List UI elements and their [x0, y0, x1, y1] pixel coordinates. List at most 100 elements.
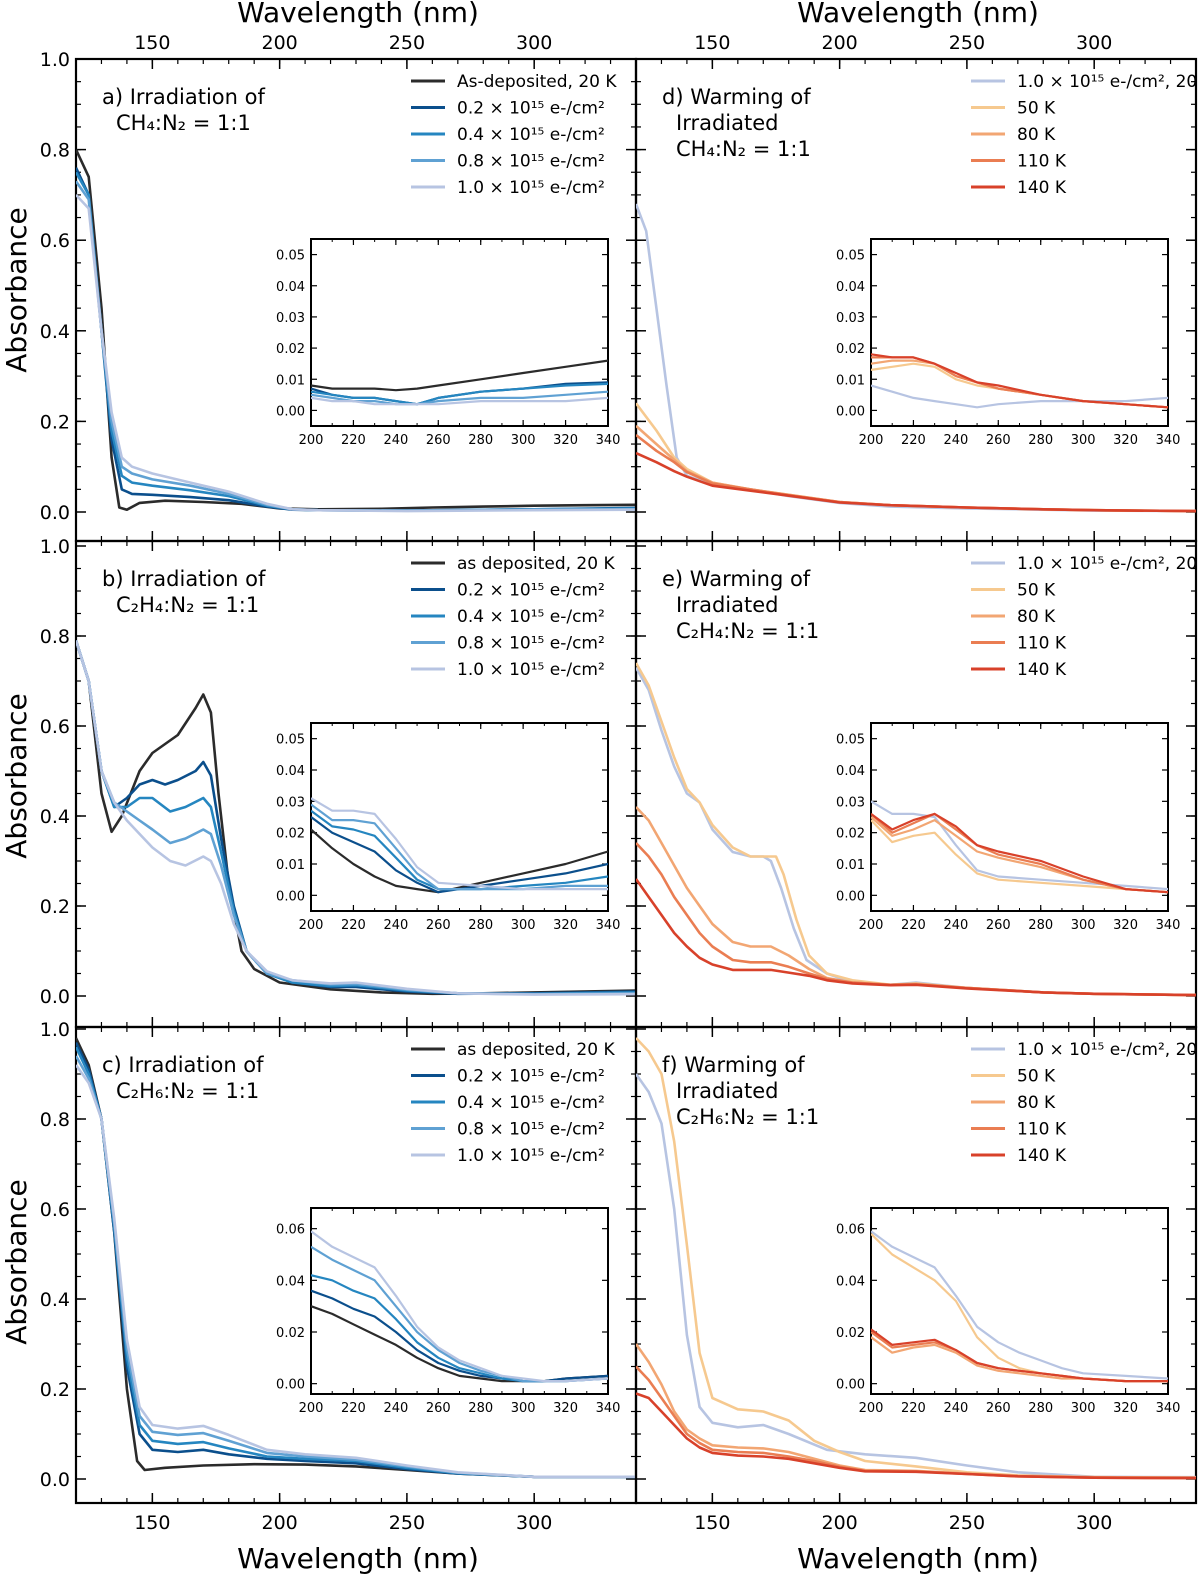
legend-label: 110 K — [1017, 1120, 1067, 1140]
inset-a: 200 220 240 260 280 300 320 340 0.00 0.01 0.02 0.03… — [276, 238, 621, 448]
legend-label: 1.0 × 10¹⁵ e-/cm², 20 K — [1017, 72, 1200, 92]
x-tick-label-bottom: 200 — [262, 1512, 298, 1534]
y-tick-label: 0.6 — [40, 716, 70, 738]
panel-title-line: Irradiated — [676, 1079, 778, 1103]
inset-y-tick-label: 0.01 — [836, 373, 865, 388]
inset-x-tick-label: 240 — [943, 1401, 968, 1416]
inset-series-line-a-4 — [311, 396, 608, 406]
x-tick-label-top: 150 — [694, 32, 730, 54]
panel-title-line: Irradiated — [676, 593, 778, 617]
inset-f: 200 220 240 260 280 300 320 340 0.00 0.02 0.04 0.06 — [836, 1207, 1181, 1416]
inset-y-tick-label: 0.06 — [836, 1223, 865, 1238]
inset-x-tick-label: 200 — [299, 433, 324, 448]
y-tick-label: 0.8 — [40, 626, 70, 648]
inset-y-tick-label: 0.05 — [276, 249, 305, 264]
inset-y-tick-label: 0.04 — [276, 764, 305, 779]
legend-label: 80 K — [1017, 607, 1056, 627]
inset-x-tick-label: 200 — [859, 1401, 884, 1416]
top-right-xlabel: Wavelength (nm) — [797, 0, 1039, 29]
inset-c: 200 220 240 260 280 300 320 340 0.00 0.02 0.04 0.06 — [276, 1207, 621, 1416]
inset-x-tick-label: 340 — [1156, 918, 1181, 933]
legend-label: 80 K — [1017, 125, 1056, 145]
inset-x-tick-label: 280 — [1028, 1401, 1053, 1416]
inset-y-tick-label: 0.01 — [836, 858, 865, 873]
inset-x-tick-label: 220 — [901, 433, 926, 448]
inset-x-tick-label: 320 — [553, 433, 578, 448]
legend-label: 0.2 × 10¹⁵ e-/cm² — [457, 581, 605, 601]
x-tick-label-bottom: 250 — [389, 1512, 425, 1534]
inset-y-tick-label: 0.03 — [836, 311, 865, 326]
legend-label: 80 K — [1017, 1093, 1056, 1113]
inset-y-tick-label: 0.02 — [276, 342, 305, 357]
bottom-right-xlabel: Wavelength (nm) — [797, 1542, 1039, 1575]
inset-y-tick-label: 0.01 — [276, 858, 305, 873]
inset-x-tick-label: 200 — [299, 1401, 324, 1416]
inset-frame — [310, 722, 609, 912]
bottom-left-xlabel: Wavelength (nm) — [237, 1542, 479, 1575]
inset-e: 200 220 240 260 280 300 320 340 0.00 0.01 0.02 0.03… — [836, 722, 1181, 933]
inset-frame — [310, 1207, 609, 1395]
ylabel-row-b: Absorbance — [0, 693, 33, 858]
inset-y-tick-label: 0.04 — [276, 280, 305, 295]
inset-x-tick-label: 320 — [1113, 918, 1138, 933]
inset-y-tick-label: 0.03 — [836, 795, 865, 810]
inset-y-tick-label: 0.02 — [836, 342, 865, 357]
inset-y-tick-label: 0.02 — [276, 827, 305, 842]
panel-title-line: C₂H₆:N₂ = 1:1 — [116, 1079, 259, 1103]
legend-label: 140 K — [1017, 1146, 1067, 1166]
inset-x-tick-label: 340 — [596, 1401, 621, 1416]
y-tick-label: 1.0 — [40, 1019, 70, 1041]
inset-x-tick-label: 220 — [901, 918, 926, 933]
inset-frame — [870, 238, 1169, 427]
legend-label: 1.0 × 10¹⁵ e-/cm², 20 K — [1017, 1040, 1200, 1060]
inset-x-tick-label: 300 — [1071, 433, 1096, 448]
y-tick-label: 0.0 — [40, 1469, 70, 1491]
inset-x-tick-label: 340 — [1156, 1401, 1181, 1416]
legend-label: 50 K — [1017, 1067, 1056, 1087]
x-tick-label-top: 200 — [822, 32, 858, 54]
y-tick-label: 0.2 — [40, 411, 70, 433]
inset-series-line-f-4 — [871, 1328, 1168, 1383]
panel-title-line: CH₄:N₂ = 1:1 — [116, 111, 251, 135]
inset-x-tick-label: 260 — [426, 433, 451, 448]
inset-b: 200 220 240 260 280 300 320 340 0.00 0.01 0.02 0.03… — [276, 722, 620, 933]
inset-y-tick-label: 0.00 — [836, 404, 865, 419]
legend-label: 0.2 × 10¹⁵ e-/cm² — [457, 99, 605, 119]
inset-y-tick-label: 0.05 — [836, 733, 865, 748]
inset-x-tick-label: 220 — [901, 1401, 926, 1416]
x-tick-label-top: 150 — [134, 32, 170, 54]
legend-label: 140 K — [1017, 660, 1067, 680]
inset-y-tick-label: 0.05 — [836, 249, 865, 264]
panel-title-line: C₂H₆:N₂ = 1:1 — [676, 1105, 819, 1129]
inset-x-tick-label: 340 — [596, 433, 621, 448]
y-tick-label: 0.8 — [40, 140, 70, 162]
legend-label: 1.0 × 10¹⁵ e-/cm² — [457, 178, 605, 198]
top-left-xlabel: Wavelength (nm) — [237, 0, 479, 29]
inset-series-line-a-0 — [311, 359, 608, 392]
legend-label: 0.8 × 10¹⁵ e-/cm² — [457, 634, 605, 654]
series-line-b-4 — [76, 640, 636, 996]
x-tick-label-bottom: 250 — [949, 1512, 985, 1534]
inset-x-tick-label: 200 — [859, 433, 884, 448]
legend-label: 1.0 × 10¹⁵ e-/cm², 20 K — [1017, 554, 1200, 574]
y-tick-label: 1.0 — [40, 536, 70, 558]
inset-series-line-e-1 — [871, 819, 1168, 894]
inset-x-tick-label: 320 — [553, 918, 578, 933]
inset-y-tick-label: 0.02 — [836, 1326, 865, 1341]
x-tick-label-bottom: 300 — [1076, 1512, 1112, 1534]
inset-y-tick-label: 0.00 — [276, 1378, 305, 1393]
inset-y-tick-label: 0.04 — [276, 1274, 305, 1289]
inset-x-tick-label: 300 — [511, 433, 536, 448]
x-tick-label-top: 250 — [949, 32, 985, 54]
panel-title-line: b) Irradiation of — [102, 567, 266, 591]
legend-label: 50 K — [1017, 581, 1056, 601]
panel-title-line: C₂H₄:N₂ = 1:1 — [116, 593, 259, 617]
legend-label: 0.4 × 10¹⁵ e-/cm² — [457, 607, 605, 627]
inset-y-tick-label: 0.01 — [276, 373, 305, 388]
inset-frame — [870, 722, 1169, 912]
inset-y-tick-label: 0.04 — [836, 280, 865, 295]
panel-c: 150 200 250 300 0.0 0.2 0.4 0.6 0.8 1.0 c) Irradia… — [40, 1019, 638, 1534]
inset-x-tick-label: 300 — [1071, 1401, 1096, 1416]
